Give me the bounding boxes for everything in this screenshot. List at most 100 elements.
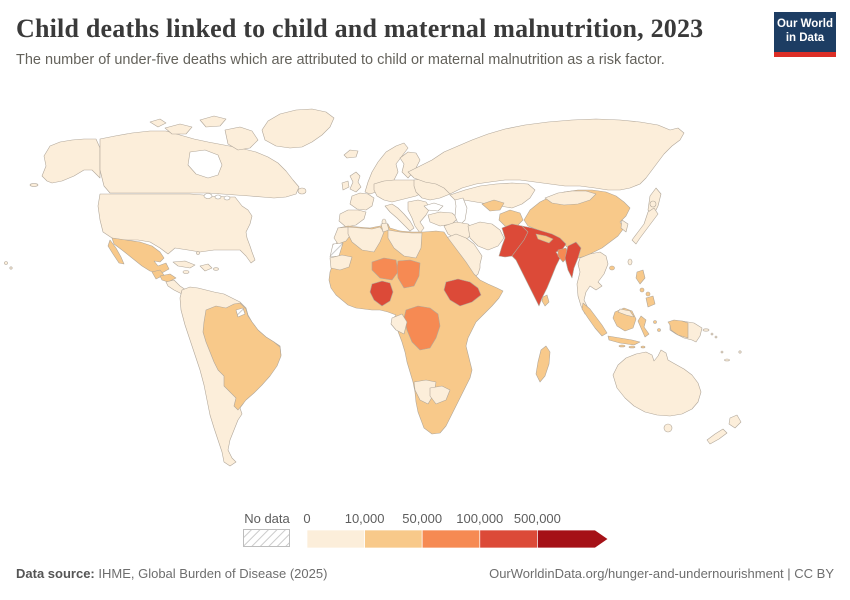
central-asia[interactable]	[449, 182, 536, 209]
page-title: Child deaths linked to child and materna…	[16, 14, 704, 43]
great-lake-1	[203, 193, 213, 199]
philippines-luzon[interactable]	[635, 269, 646, 285]
legend-no-data[interactable]: No data	[243, 511, 291, 547]
legend-bin-1[interactable]	[307, 530, 365, 548]
country-japan[interactable]	[631, 207, 659, 245]
lesser-sunda-islands[interactable]	[640, 345, 646, 349]
philippines-mindanao[interactable]	[645, 295, 656, 308]
world-choropleth-map[interactable]	[0, 95, 850, 505]
country-sri-lanka[interactable]	[541, 294, 550, 307]
ellesmere-island[interactable]	[199, 115, 227, 128]
country-australia[interactable]	[612, 349, 702, 417]
new-caledonia[interactable]	[724, 358, 730, 362]
country-usa[interactable]	[97, 193, 256, 264]
country-afghanistan[interactable]	[498, 209, 524, 229]
country-jamaica[interactable]	[182, 270, 190, 274]
baffin-island[interactable]	[224, 126, 259, 151]
hainan-island[interactable]	[609, 265, 615, 271]
korean-peninsula[interactable]	[620, 219, 629, 233]
new-zealand-south-island[interactable]	[706, 428, 728, 445]
legend-bin-4[interactable]	[479, 530, 538, 548]
sumatra-island[interactable]	[581, 302, 608, 337]
country-dr-congo[interactable]	[403, 305, 441, 351]
iberian-peninsula[interactable]	[338, 209, 367, 228]
sulawesi-island[interactable]	[637, 315, 650, 338]
country-niger[interactable]	[371, 257, 399, 281]
legend-bin-2[interactable]	[364, 530, 423, 548]
hispaniola-island[interactable]	[199, 263, 213, 272]
country-madagascar[interactable]	[535, 345, 551, 383]
baja-california[interactable]	[107, 239, 125, 265]
country-cuba[interactable]	[172, 260, 196, 269]
tasmania-island[interactable]	[663, 423, 673, 433]
country-myanmar[interactable]	[564, 241, 582, 279]
philippines-visayas[interactable]	[645, 291, 651, 297]
newfoundland-island[interactable]	[297, 187, 307, 195]
balkans[interactable]	[407, 199, 431, 234]
java-island[interactable]	[607, 335, 641, 346]
owid-logo[interactable]: Our World in Data	[774, 12, 836, 57]
philippines-visayas[interactable]	[639, 287, 645, 293]
country-botswana[interactable]	[429, 385, 451, 405]
country-namibia[interactable]	[413, 379, 437, 405]
solomon-islands[interactable]	[714, 335, 718, 339]
new-britain-island[interactable]	[702, 328, 710, 332]
country-taiwan[interactable]	[627, 258, 633, 266]
legend-tick: 0	[303, 511, 311, 526]
country-ireland[interactable]	[341, 180, 350, 191]
country-algeria[interactable]	[347, 226, 385, 253]
banks-island[interactable]	[149, 118, 167, 128]
indonesia-west-papua[interactable]	[667, 319, 689, 339]
aleutian-islands[interactable]	[29, 183, 39, 187]
country-ethiopia[interactable]	[443, 278, 482, 307]
territory-french-guiana[interactable]	[235, 307, 246, 318]
legend-tick: 500,000	[513, 511, 561, 526]
footer-link[interactable]: OurWorldinData.org/hunger-and-undernouri…	[489, 566, 834, 581]
country-alaska[interactable]	[41, 138, 101, 184]
moluccas-islands[interactable]	[653, 320, 657, 324]
legend-bin-3[interactable]	[421, 530, 481, 548]
lesser-sunda-islands[interactable]	[618, 344, 626, 348]
bahamas-islands[interactable]	[196, 251, 200, 255]
country-puerto-rico[interactable]	[213, 267, 219, 271]
solomon-islands[interactable]	[710, 332, 714, 336]
country-nepal[interactable]	[535, 233, 554, 244]
country-russia[interactable]	[407, 118, 685, 195]
new-zealand-north-island[interactable]	[728, 414, 742, 429]
country-italy[interactable]	[384, 203, 415, 232]
no-data-swatch[interactable]	[243, 529, 290, 547]
legend-tick: 50,000	[402, 511, 443, 526]
country-honduras[interactable]	[159, 273, 177, 283]
country-turkey[interactable]	[427, 211, 459, 227]
country-mongolia[interactable]	[544, 190, 597, 206]
country-iceland[interactable]	[343, 149, 359, 159]
fiji-islands[interactable]	[738, 350, 742, 354]
country-brazil[interactable]	[202, 302, 282, 411]
moluccas-islands[interactable]	[657, 328, 661, 332]
pacific-islet[interactable]	[9, 266, 13, 270]
black-sea	[423, 202, 444, 212]
country-mexico[interactable]	[111, 237, 170, 275]
legend-color-bar: 0 10,000 50,000 100,000 500,000	[303, 511, 627, 548]
vanuatu-islands[interactable]	[720, 350, 724, 354]
country-mauritania[interactable]	[329, 254, 353, 271]
owid-logo-stripe	[774, 52, 836, 57]
malaysia-borneo[interactable]	[617, 308, 635, 318]
legend-bin-5[interactable]	[537, 530, 609, 548]
country-libya[interactable]	[387, 229, 423, 259]
country-nigeria[interactable]	[369, 280, 394, 307]
country-greenland[interactable]	[261, 108, 335, 149]
victoria-island[interactable]	[164, 123, 193, 135]
country-chad[interactable]	[396, 259, 421, 289]
hokkaido-island[interactable]	[649, 200, 657, 208]
country-uzbekistan[interactable]	[481, 199, 505, 212]
gabon-congo[interactable]	[390, 313, 408, 335]
country-india[interactable]	[511, 225, 567, 307]
lesser-sunda-islands[interactable]	[628, 345, 636, 349]
country-france[interactable]	[349, 192, 375, 211]
hawaii-islands[interactable]	[4, 261, 8, 265]
country-iran[interactable]	[467, 221, 505, 251]
country-united-kingdom[interactable]	[349, 171, 362, 193]
mainland-southeast-asia[interactable]	[576, 251, 609, 315]
